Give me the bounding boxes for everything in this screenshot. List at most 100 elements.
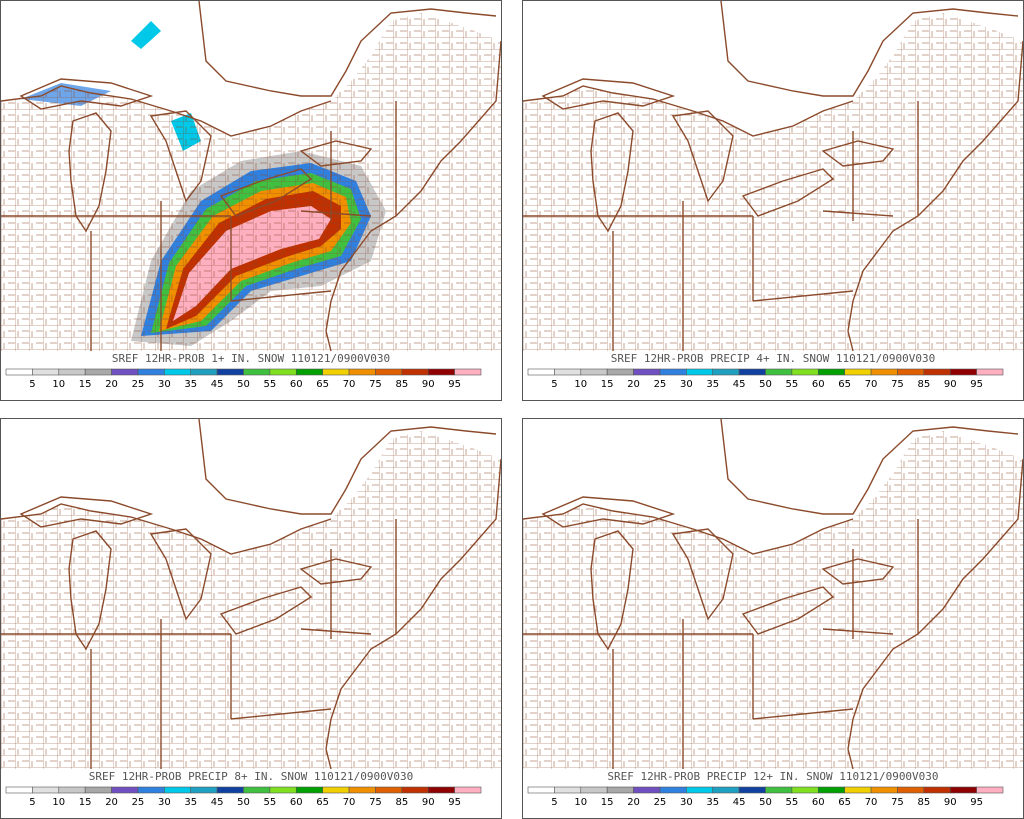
legend-label: 35 [706, 379, 719, 390]
legend-swatch [84, 786, 112, 794]
legend-swatch [817, 786, 845, 794]
map-panel: SREF 12HR-PROB PRECIP 12+ IN. SNOW 11012… [522, 418, 1024, 819]
legend-swatch [765, 368, 793, 376]
legend-label: 55 [786, 379, 799, 390]
legend-label: 20 [105, 379, 118, 390]
legend-swatch [633, 368, 661, 376]
legend-label: 20 [105, 797, 118, 808]
legend-swatch [580, 786, 608, 794]
legend-swatch [322, 368, 350, 376]
legend-swatch [32, 368, 60, 376]
legend-label: 70 [865, 797, 878, 808]
legend-label: 65 [316, 797, 329, 808]
basemap [1, 1, 501, 352]
legend-swatch [817, 368, 845, 376]
legend-swatch [454, 786, 482, 794]
legend-swatch [190, 786, 218, 794]
legend-label: 90 [944, 797, 957, 808]
legend-swatch [712, 786, 740, 794]
panel-title: SREF 12HR-PROB PRECIP 12+ IN. SNOW 11012… [607, 770, 938, 783]
legend-label: 35 [706, 797, 719, 808]
legend-label: 65 [316, 379, 329, 390]
legend-swatch [295, 786, 323, 794]
legend-swatch [976, 368, 1004, 376]
legend-label: 95 [970, 379, 983, 390]
legend-swatch [137, 786, 165, 794]
basemap [523, 419, 1023, 770]
legend-label: 25 [654, 797, 667, 808]
legend-label: 60 [290, 797, 303, 808]
legend-swatch [712, 368, 740, 376]
legend-swatch [659, 368, 687, 376]
legend-swatch [401, 786, 429, 794]
legend-label: 70 [343, 797, 356, 808]
legend-swatch [216, 786, 244, 794]
legend-swatch [295, 368, 323, 376]
legend-swatch [897, 786, 925, 794]
legend-swatch [844, 786, 872, 794]
legend-label: 90 [422, 379, 435, 390]
map: SREF 12HR-PROB PRECIP 8+ IN. SNOW 110121… [1, 419, 501, 808]
basemap [523, 1, 1023, 352]
legend-label: 25 [654, 379, 667, 390]
map: SREF 12HR-PROB PRECIP 4+ IN. SNOW 110121… [523, 1, 1023, 390]
legend-swatch [738, 786, 766, 794]
legend-label: 85 [917, 797, 930, 808]
legend-swatch [554, 368, 582, 376]
legend-label: 50 [759, 379, 772, 390]
legend-label: 50 [237, 797, 250, 808]
legend-swatch [633, 786, 661, 794]
legend-label: 15 [601, 379, 614, 390]
legend-label: 75 [369, 797, 382, 808]
legend-swatch [243, 786, 271, 794]
legend-label: 25 [132, 379, 145, 390]
legend-swatch [32, 786, 60, 794]
panel-title: SREF 12HR-PROB PRECIP 4+ IN. SNOW 110121… [611, 352, 936, 365]
map: SREF 12HR-PROB PRECIP 12+ IN. SNOW 11012… [523, 419, 1023, 808]
legend-label: 5 [551, 797, 557, 808]
legend-swatch [269, 786, 297, 794]
legend-swatch [791, 786, 819, 794]
legend-label: 75 [891, 797, 904, 808]
panel-title: SREF 12HR-PROB PRECIP 8+ IN. SNOW 110121… [89, 770, 414, 783]
legend-label: 50 [237, 379, 250, 390]
legend-swatch [686, 786, 714, 794]
legend-label: 30 [158, 797, 171, 808]
legend-label: 45 [211, 797, 224, 808]
legend-label: 35 [184, 379, 197, 390]
map: SREF 12HR-PROB 1+ IN. SNOW 110121/0900V0… [1, 1, 501, 390]
legend-swatch [243, 368, 271, 376]
legend-label: 10 [574, 379, 587, 390]
legend-label: 90 [422, 797, 435, 808]
legend-swatch [401, 368, 429, 376]
legend-label: 55 [264, 797, 277, 808]
legend-swatch [606, 368, 634, 376]
legend-label: 85 [917, 379, 930, 390]
legend-swatch [791, 368, 819, 376]
legend-label: 30 [680, 797, 693, 808]
legend-label: 65 [838, 797, 851, 808]
legend-label: 85 [395, 797, 408, 808]
legend-label: 10 [52, 379, 65, 390]
legend-swatch [949, 368, 977, 376]
legend-label: 60 [812, 797, 825, 808]
legend-label: 15 [79, 379, 92, 390]
legend-swatch [84, 368, 112, 376]
legend-label: 60 [290, 379, 303, 390]
map-panel: SREF 12HR-PROB 1+ IN. SNOW 110121/0900V0… [0, 0, 502, 401]
legend-swatch [949, 786, 977, 794]
legend-label: 30 [680, 379, 693, 390]
basemap [1, 419, 501, 770]
legend-label: 5 [551, 379, 557, 390]
legend-swatch [923, 368, 951, 376]
legend-swatch [58, 786, 86, 794]
legend-swatch [137, 368, 165, 376]
legend-swatch [870, 786, 898, 794]
legend-label: 15 [601, 797, 614, 808]
legend-label: 95 [448, 379, 461, 390]
legend-swatch [870, 368, 898, 376]
legend-swatch [527, 786, 555, 794]
legend-label: 55 [786, 797, 799, 808]
legend-label: 95 [970, 797, 983, 808]
legend-label: 20 [627, 797, 640, 808]
